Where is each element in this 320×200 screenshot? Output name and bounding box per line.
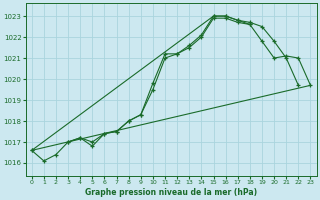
X-axis label: Graphe pression niveau de la mer (hPa): Graphe pression niveau de la mer (hPa) bbox=[85, 188, 257, 197]
